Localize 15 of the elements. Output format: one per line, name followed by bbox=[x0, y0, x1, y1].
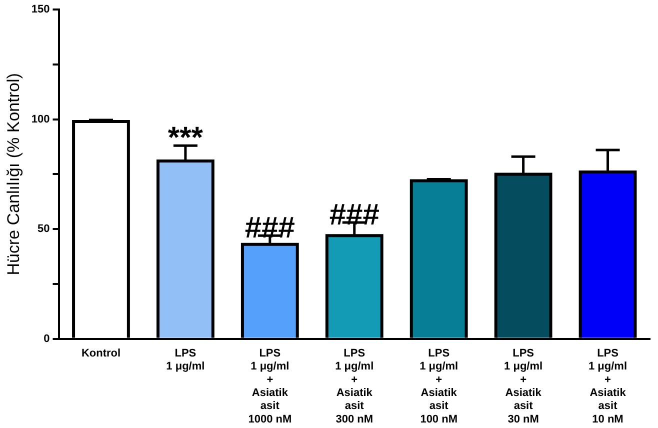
y-axis-title: Hücre Canlılığı (% Kontrol) bbox=[4, 73, 23, 276]
y-tick-label: 0 bbox=[44, 332, 50, 345]
annotation: *** bbox=[168, 122, 204, 155]
x-tick-label: LPS 1 μg/ml + Asiatik asit 30 nM bbox=[504, 347, 543, 426]
x-tick-label: LPS 1 μg/ml + Asiatik asit 10 nM bbox=[588, 347, 628, 426]
x-tick-label: LPS 1 μg/ml + Asiatik asit 100 nM bbox=[420, 347, 458, 426]
x-tick-label: LPS 1 μg/ml + Asiatik asit 1000 nM bbox=[248, 347, 292, 426]
annotation: ### bbox=[244, 212, 296, 245]
y-tick-label: 150 bbox=[31, 4, 50, 16]
y-tick-label: 50 bbox=[38, 223, 50, 236]
x-tick-label: LPS 1 μg/ml bbox=[166, 347, 205, 373]
y-tick-label: 100 bbox=[31, 113, 50, 126]
x-tick-label: Kontrol bbox=[81, 347, 121, 360]
annotation: ### bbox=[329, 198, 380, 232]
x-tick-label: LPS 1 μg/ml + Asiatik asit 300 nM bbox=[335, 347, 374, 426]
